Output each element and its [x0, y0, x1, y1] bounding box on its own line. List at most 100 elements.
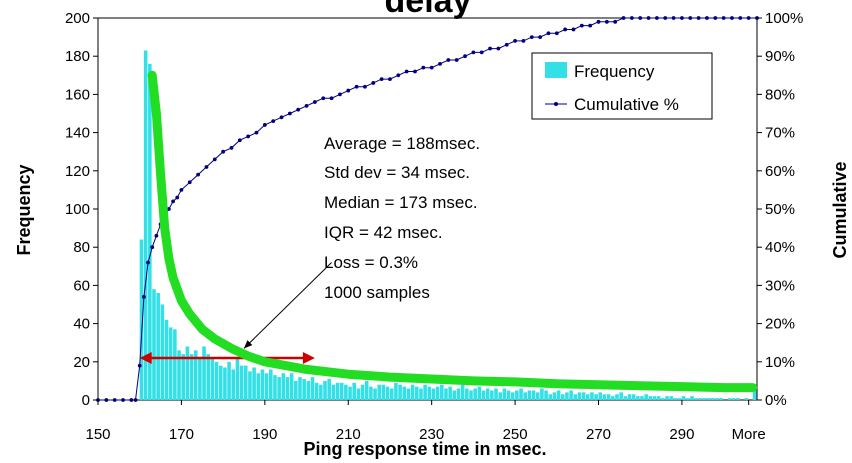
frequency-bar [273, 375, 277, 400]
frequency-bar [327, 378, 331, 400]
frequency-bar [577, 392, 582, 400]
frequency-bar [560, 394, 565, 400]
frequency-bar [189, 354, 194, 400]
cumulative-point [346, 88, 351, 93]
frequency-bar [711, 398, 715, 400]
cumulative-point [471, 50, 476, 55]
legend: Frequency Cumulative % [531, 52, 713, 120]
frequency-bar [335, 382, 340, 400]
cumulative-point [271, 119, 276, 124]
cumulative-point [133, 398, 138, 402]
y-right-tick-label: 20% [765, 316, 795, 333]
y-right-tick-label: 100% [765, 10, 803, 27]
frequency-bar [398, 384, 402, 400]
frequency-bar [356, 388, 361, 400]
x-tick-label: 150 [85, 426, 110, 443]
cumulative-point [596, 19, 601, 24]
y-right-tick-label: 80% [765, 86, 795, 103]
cumulative-point [146, 260, 150, 265]
y-left-tick-label: 180 [65, 48, 90, 65]
legend-box [531, 52, 713, 120]
stats-pointer-line [243, 262, 332, 349]
frequency-bar [490, 390, 494, 400]
frequency-bar [540, 388, 544, 400]
cumulative-point [638, 16, 643, 20]
cumulative-point [705, 16, 709, 20]
y-right-tick-label: 60% [765, 163, 795, 180]
frequency-bar [381, 384, 386, 400]
cumulative-point [254, 130, 259, 135]
cumulative-point [646, 16, 651, 20]
frequency-bar [531, 390, 536, 400]
cumulative-point [521, 39, 526, 43]
frequency-bar [223, 367, 227, 400]
cumulative-point [229, 145, 234, 150]
cumulative-point [167, 207, 171, 211]
frequency-bar [164, 319, 169, 400]
frequency-bar [606, 394, 611, 400]
frequency-bar [294, 380, 298, 400]
frequency-bar [344, 384, 348, 400]
cumulative-point [237, 138, 242, 143]
cumulative-point [363, 84, 367, 89]
frequency-bar [227, 361, 231, 400]
frequency-bar [535, 392, 540, 400]
cumulative-point [680, 16, 684, 20]
cumulative-point [663, 16, 668, 20]
frequency-bar [348, 386, 352, 400]
y-left-tick-label: 120 [65, 163, 90, 180]
axes: 0 20 40 60 80 100 120 140 160 180 200 0% 10% 20% 30% 40… [65, 10, 803, 443]
frequency-bar [556, 390, 561, 400]
frequency-bar [727, 398, 732, 400]
cumulative-point [246, 134, 251, 139]
frequency-bar [644, 394, 648, 400]
frequency-bar [481, 390, 486, 400]
frequency-bar [319, 384, 323, 400]
cumulative-line [96, 16, 759, 402]
cumulative-point [696, 16, 701, 20]
frequency-bar [314, 382, 319, 400]
stats-pointer-head [243, 340, 253, 349]
stats-annotation: Average = 188msec. Std dev = 34 msec. Me… [324, 134, 480, 302]
cumulative-point [279, 115, 284, 120]
cumulative-point [204, 165, 209, 169]
iqr-arrow-head-right [302, 351, 315, 364]
frequency-bar [715, 398, 719, 400]
y-axis-title-left: Frequency [14, 164, 34, 255]
frequency-bar [494, 388, 498, 400]
y-left-tick-label: 100 [65, 201, 90, 218]
chart-title: delay [385, 0, 472, 20]
cumulative-point [429, 65, 434, 70]
frequency-bar [181, 354, 185, 400]
frequency-bar [248, 371, 252, 400]
y-right-tick-label: 70% [765, 125, 795, 142]
frequency-bar [565, 392, 569, 400]
cumulative-point [504, 42, 509, 47]
frequency-bar [502, 388, 507, 400]
frequency-bar [269, 369, 273, 400]
stat-median: Median = 173 msec. [324, 193, 478, 212]
cumulative-point [571, 27, 576, 32]
frequency-bar [569, 390, 573, 400]
frequency-bar [427, 386, 432, 400]
y-right-tick-label: 30% [765, 277, 795, 294]
frequency-bar [323, 380, 327, 400]
cumulative-point [296, 107, 301, 112]
cumulative-point [463, 54, 467, 59]
y-right-tick-label: 90% [765, 48, 795, 65]
y-left-tick-label: 160 [65, 86, 90, 103]
x-tick-label: 250 [503, 426, 528, 443]
frequency-bar [686, 398, 690, 400]
frequency-bar [581, 392, 586, 400]
frequency-bar [527, 390, 532, 400]
cumulative-point [513, 39, 517, 43]
cumulative-point [629, 16, 634, 20]
frequency-bar [473, 388, 477, 400]
cumulative-point [221, 149, 226, 154]
cumulative-point [438, 61, 442, 66]
frequency-bar [239, 365, 244, 400]
frequency-bar [752, 390, 757, 400]
frequency-bar [590, 392, 594, 400]
y-left-tick-label: 40 [73, 316, 90, 333]
